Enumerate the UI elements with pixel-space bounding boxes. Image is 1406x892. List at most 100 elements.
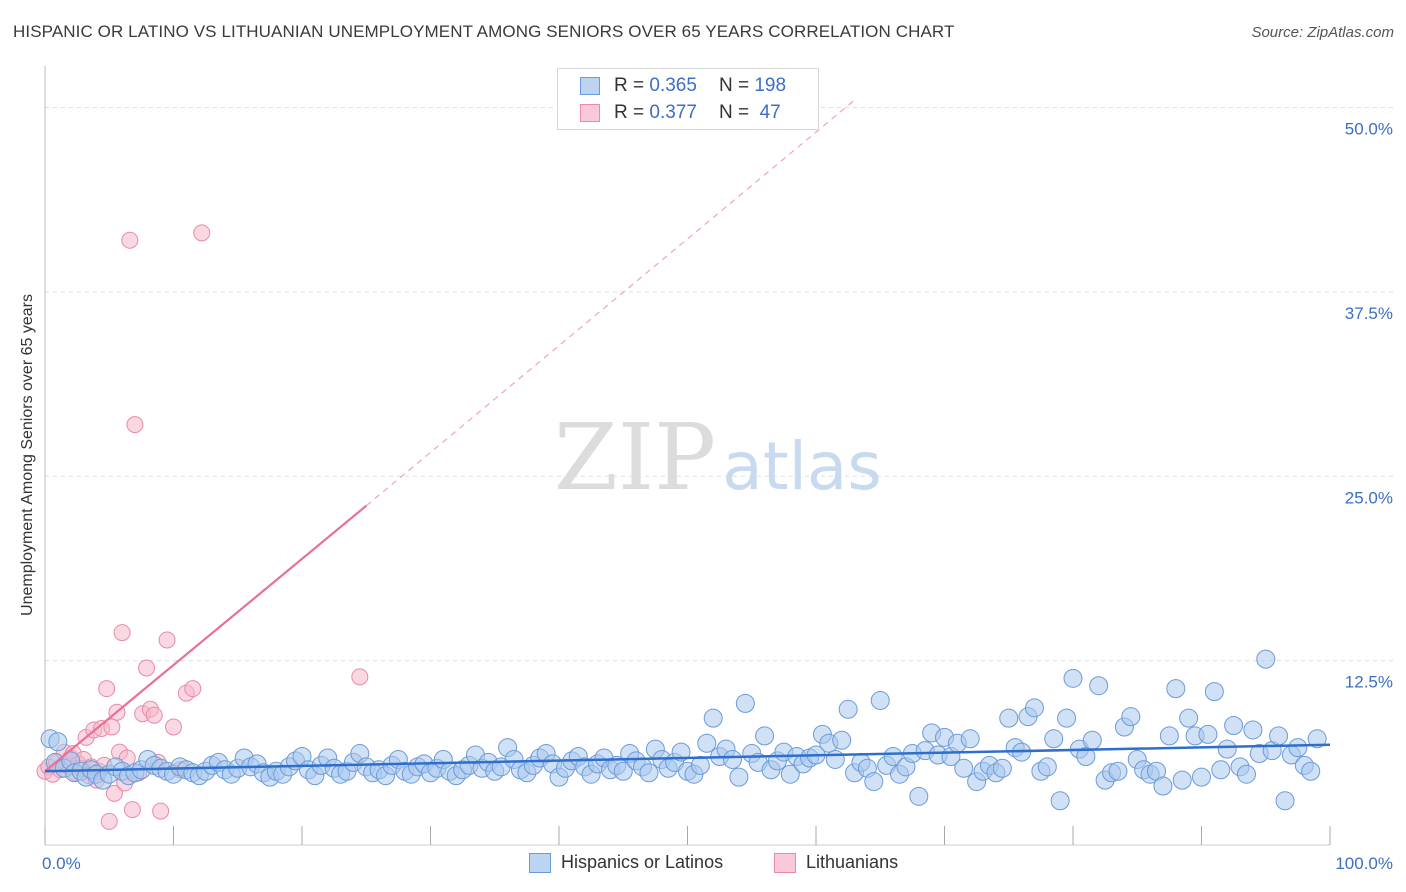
legend-r-value: 0.377 bbox=[649, 102, 697, 123]
y-axis-label: Unemployment Among Seniors over 65 years bbox=[19, 294, 36, 616]
legend-n-value: 198 bbox=[754, 75, 787, 96]
data-point-hispanics bbox=[1211, 760, 1231, 780]
data-point-lithuanians bbox=[105, 784, 123, 802]
legend-item-lithuanians[interactable]: Lithuanians bbox=[774, 852, 898, 873]
legend-swatch-blue bbox=[529, 852, 551, 873]
trend-lines bbox=[44, 99, 1331, 773]
data-point-hispanics bbox=[1159, 726, 1179, 746]
data-point-hispanics bbox=[1236, 764, 1256, 784]
data-point-hispanics bbox=[954, 758, 974, 778]
data-point-hispanics bbox=[1243, 720, 1263, 740]
data-point-hispanics bbox=[1224, 716, 1244, 736]
trend-line-lithuanians-extension bbox=[365, 99, 855, 507]
data-point-hispanics bbox=[1288, 738, 1308, 758]
data-point-hispanics bbox=[1089, 676, 1109, 696]
x-tick-label: 0.0% bbox=[42, 854, 81, 873]
y-tick-label: 25.0% bbox=[1345, 488, 1393, 507]
data-point-lithuanians bbox=[184, 680, 202, 698]
legend-row-lithuanians: R = 0.377 N = 47 bbox=[580, 100, 781, 126]
data-point-hispanics bbox=[864, 772, 884, 792]
data-point-hispanics bbox=[1192, 767, 1211, 787]
data-point-hispanics bbox=[1275, 791, 1295, 811]
data-point-lithuanians bbox=[145, 706, 163, 724]
data-point-hispanics bbox=[780, 764, 800, 784]
data-point-hispanics bbox=[1050, 791, 1070, 811]
data-point-hispanics bbox=[755, 726, 775, 746]
data-point-hispanics bbox=[1217, 739, 1237, 759]
data-point-hispanics bbox=[1179, 708, 1199, 728]
data-point-hispanics bbox=[1076, 747, 1096, 766]
source-label: Source: ZipAtlas.com bbox=[1251, 24, 1394, 41]
legend-label-hispanics: Hispanics or Latinos bbox=[561, 852, 724, 872]
data-point-hispanics bbox=[735, 693, 755, 713]
data-point-lithuanians bbox=[138, 659, 156, 677]
data-point-lithuanians bbox=[193, 224, 211, 242]
legend-n-label: N = bbox=[718, 102, 750, 123]
points-lithuanians bbox=[36, 224, 369, 830]
correlation-legend: R = 0.365 N = 198 R = 0.377 N = 47 bbox=[557, 68, 819, 130]
points-hispanics bbox=[40, 649, 1327, 811]
legend-row-hispanics: R = 0.365 N = 198 bbox=[580, 73, 786, 99]
data-point-lithuanians bbox=[126, 416, 144, 434]
legend-r-value: 0.365 bbox=[649, 75, 697, 96]
data-point-hispanics bbox=[1153, 776, 1173, 796]
data-point-hispanics bbox=[999, 708, 1019, 728]
data-point-hispanics bbox=[1082, 730, 1102, 750]
data-point-hispanics bbox=[883, 747, 903, 766]
y-tick-label: 37.5% bbox=[1345, 304, 1393, 323]
legend-label-lithuanians: Lithuanians bbox=[806, 852, 899, 872]
data-point-hispanics bbox=[909, 786, 929, 806]
data-point-hispanics bbox=[697, 733, 717, 753]
legend-swatch-pink bbox=[580, 104, 600, 122]
data-point-hispanics bbox=[1057, 708, 1077, 728]
data-point-hispanics bbox=[48, 732, 68, 752]
data-point-lithuanians bbox=[165, 718, 182, 736]
data-point-lithuanians bbox=[152, 802, 170, 820]
legend-r-label: R = bbox=[614, 102, 645, 123]
legend-n-value: 47 bbox=[759, 102, 781, 123]
bottom-legend: Hispanics or Latinos Lithuanians bbox=[0, 852, 1406, 878]
data-point-hispanics bbox=[1204, 682, 1224, 702]
data-point-hispanics bbox=[729, 767, 749, 787]
trend-line-lithuanians bbox=[44, 504, 367, 773]
data-point-hispanics bbox=[838, 699, 858, 719]
data-point-hispanics bbox=[832, 730, 852, 750]
data-point-hispanics bbox=[960, 729, 980, 749]
legend-n-label: N = bbox=[718, 75, 750, 96]
data-point-lithuanians bbox=[123, 801, 141, 819]
data-point-hispanics bbox=[1301, 761, 1321, 781]
legend-swatch-blue bbox=[580, 77, 600, 95]
data-point-hispanics bbox=[1198, 724, 1218, 744]
legend-swatch-pink bbox=[774, 852, 796, 873]
data-point-hispanics bbox=[1108, 761, 1128, 781]
legend-r-label: R = bbox=[614, 75, 645, 96]
trend-line-hispanics bbox=[44, 743, 1331, 773]
axes bbox=[44, 66, 1331, 846]
data-point-hispanics bbox=[722, 749, 742, 769]
data-point-hispanics bbox=[1166, 679, 1186, 699]
data-point-hispanics bbox=[1172, 770, 1192, 790]
watermark-zip: ZIP bbox=[554, 404, 716, 511]
data-point-hispanics bbox=[1044, 729, 1064, 749]
data-point-lithuanians bbox=[113, 624, 131, 642]
tick-labels: 12.5% 25.0% 37.5% 50.0% 0.0% 100.0% bbox=[42, 120, 1393, 874]
data-point-hispanics bbox=[825, 749, 845, 769]
data-point-hispanics bbox=[870, 690, 890, 710]
data-point-hispanics bbox=[639, 763, 659, 783]
data-point-hispanics bbox=[1063, 668, 1083, 688]
y-tick-label: 12.5% bbox=[1345, 673, 1393, 692]
data-point-hispanics bbox=[1121, 707, 1141, 727]
data-point-lithuanians bbox=[351, 668, 369, 686]
data-point-hispanics bbox=[1307, 729, 1327, 749]
data-point-hispanics bbox=[1269, 726, 1289, 746]
data-point-lithuanians bbox=[158, 631, 176, 649]
watermark-atlas: atlas bbox=[722, 428, 882, 505]
data-point-hispanics bbox=[1037, 757, 1057, 777]
legend-item-hispanics[interactable]: Hispanics or Latinos bbox=[529, 852, 723, 873]
data-point-hispanics bbox=[1024, 698, 1044, 718]
data-point-hispanics bbox=[613, 761, 633, 781]
data-point-hispanics bbox=[1256, 649, 1276, 669]
data-point-hispanics bbox=[671, 742, 691, 762]
data-point-lithuanians bbox=[98, 680, 116, 698]
